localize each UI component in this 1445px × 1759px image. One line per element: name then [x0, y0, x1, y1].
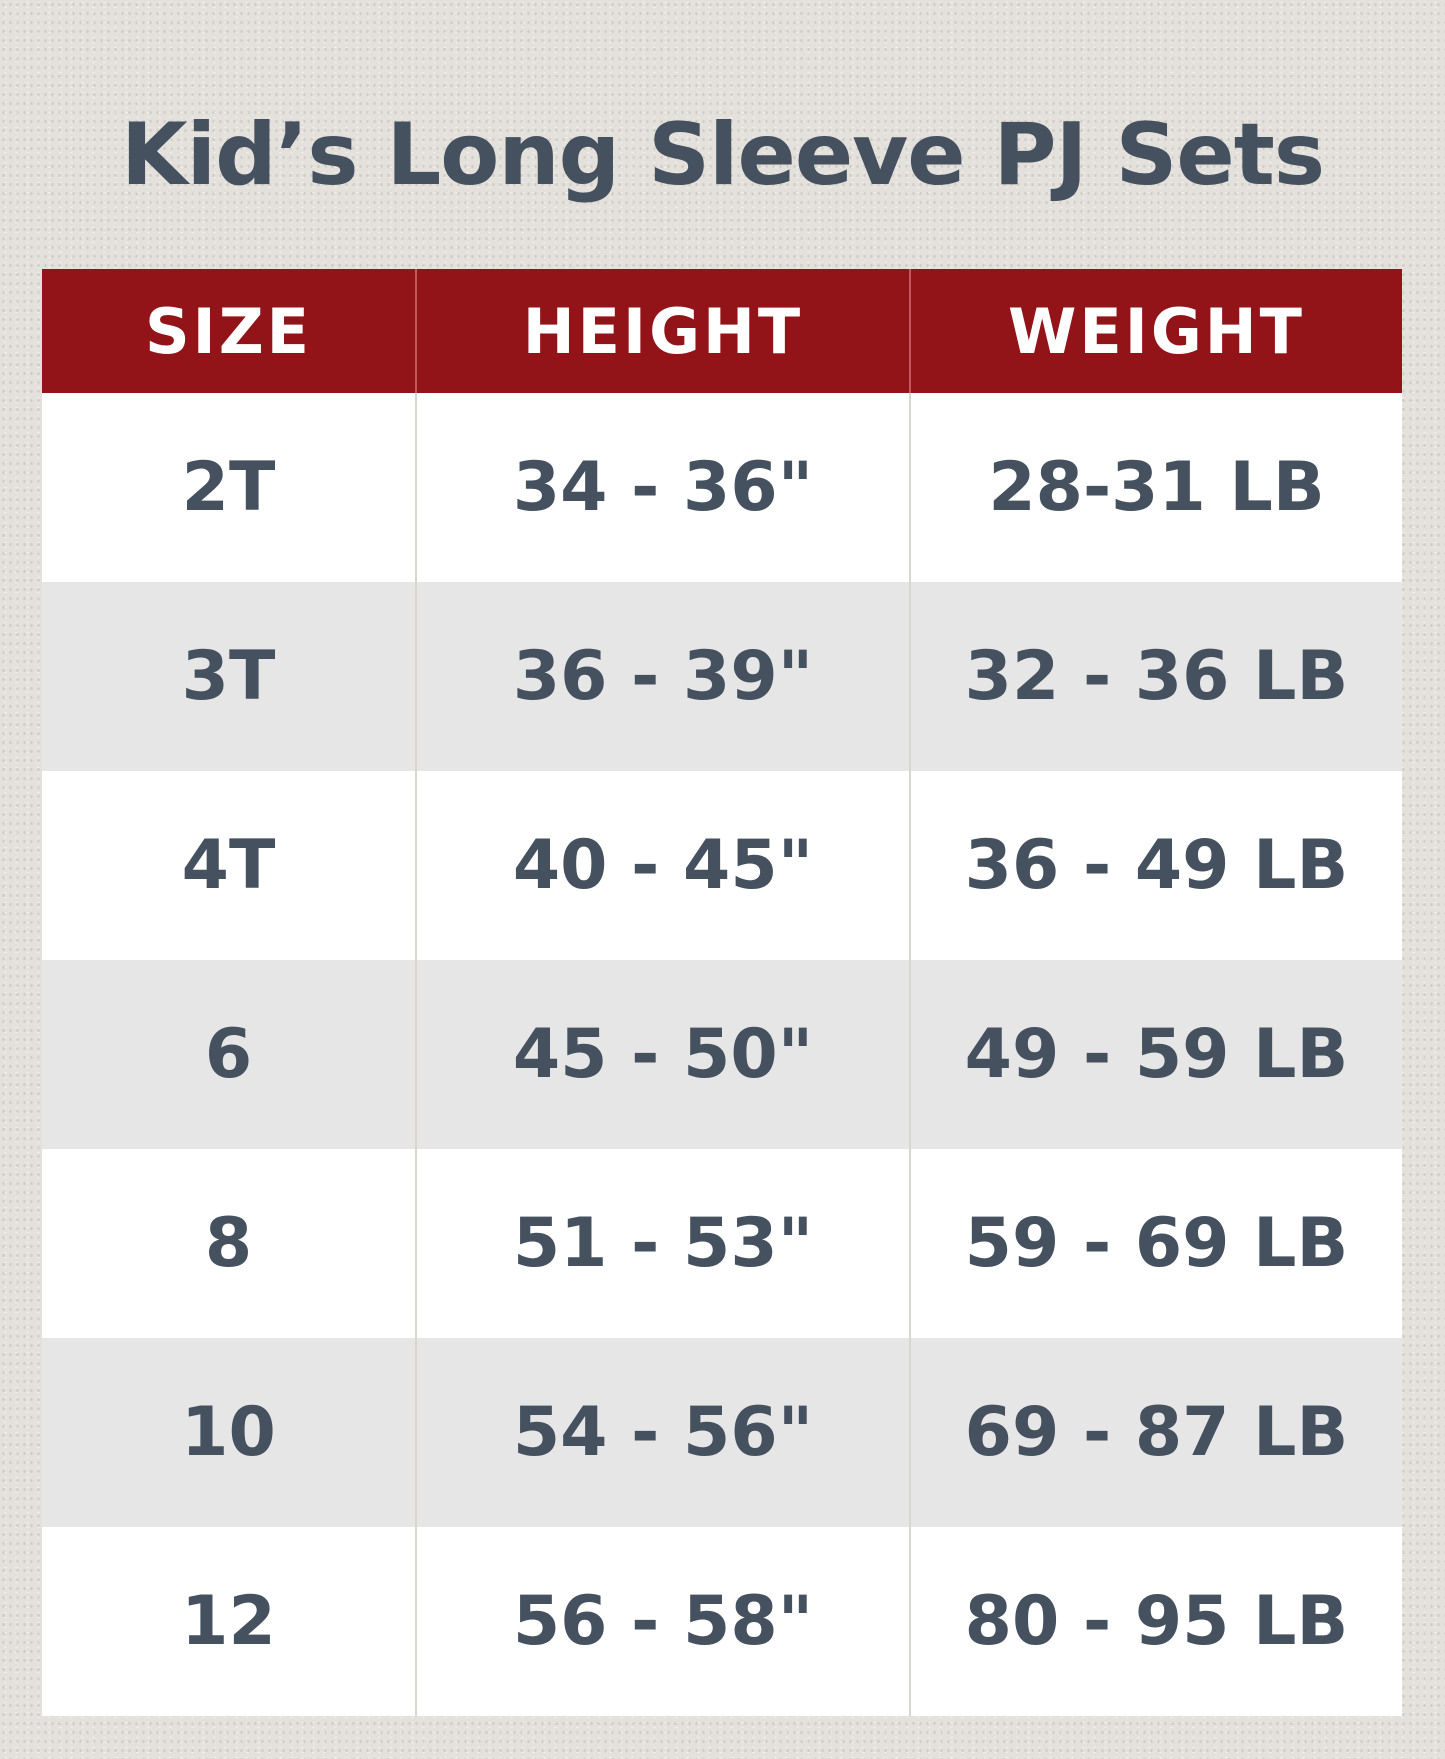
cell-weight: 69 - 87 LB — [964, 1393, 1349, 1472]
cell-height: 56 - 58" — [417, 1527, 911, 1716]
cell-size: 6 — [42, 960, 417, 1149]
table-row: 10 54 - 56" 69 - 87 LB — [42, 1338, 1402, 1527]
cell-weight: 59 - 69 LB — [964, 1204, 1349, 1283]
header-weight: WEIGHT — [1008, 294, 1305, 368]
cell-size: 4T — [42, 771, 417, 960]
cell-weight: 36 - 49 LB — [964, 826, 1349, 905]
table-row: 8 51 - 53" 59 - 69 LB — [42, 1149, 1402, 1338]
cell-size: 8 — [42, 1149, 417, 1338]
cell-height: 40 - 45" — [417, 771, 911, 960]
size-chart-table: SIZE HEIGHT WEIGHT 2T 34 - 36" 28-31 LB 3T 3… — [42, 269, 1402, 1716]
table-header: SIZE HEIGHT WEIGHT — [42, 269, 1402, 393]
cell-size: 2T — [42, 393, 417, 582]
cell-weight: 28-31 LB — [988, 448, 1325, 527]
cell-size: 3T — [42, 582, 417, 771]
table-row: 12 56 - 58" 80 - 95 LB — [42, 1527, 1402, 1716]
cell-height: 34 - 36" — [417, 393, 911, 582]
table-row: 6 45 - 50" 49 - 59 LB — [42, 960, 1402, 1149]
cell-height: 45 - 50" — [417, 960, 911, 1149]
page-title: Kid’s Long Sleeve PJ Sets — [120, 105, 1325, 205]
cell-size: 12 — [42, 1527, 417, 1716]
cell-weight: 80 - 95 LB — [964, 1582, 1349, 1661]
table-row: 2T 34 - 36" 28-31 LB — [42, 393, 1402, 582]
header-height: HEIGHT — [417, 269, 911, 393]
table-row: 3T 36 - 39" 32 - 36 LB — [42, 582, 1402, 771]
cell-height: 36 - 39" — [417, 582, 911, 771]
table-row: 4T 40 - 45" 36 - 49 LB — [42, 771, 1402, 960]
cell-size: 10 — [42, 1338, 417, 1527]
cell-height: 51 - 53" — [417, 1149, 911, 1338]
cell-weight: 49 - 59 LB — [964, 1015, 1349, 1094]
header-size: SIZE — [42, 269, 417, 393]
cell-weight: 32 - 36 LB — [964, 637, 1349, 716]
cell-height: 54 - 56" — [417, 1338, 911, 1527]
